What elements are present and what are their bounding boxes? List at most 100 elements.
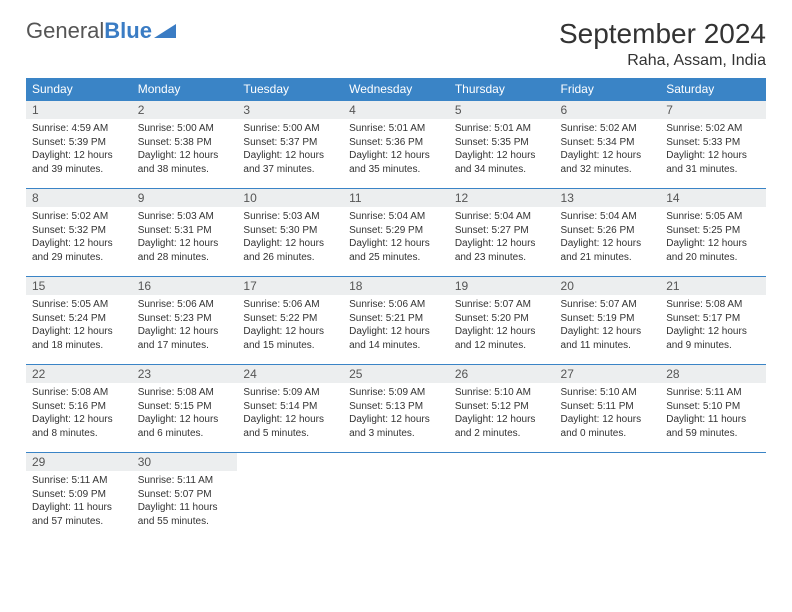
day-number: 30 bbox=[132, 453, 238, 471]
day-number: 20 bbox=[555, 277, 661, 295]
day-number: 24 bbox=[237, 365, 343, 383]
location: Raha, Assam, India bbox=[559, 52, 766, 70]
day-cell: 20Sunrise: 5:07 AMSunset: 5:19 PMDayligh… bbox=[555, 277, 661, 365]
day-info: Sunrise: 5:03 AMSunset: 5:31 PMDaylight:… bbox=[132, 207, 238, 270]
day-info: Sunrise: 5:02 AMSunset: 5:33 PMDaylight:… bbox=[660, 119, 766, 182]
day-cell: 17Sunrise: 5:06 AMSunset: 5:22 PMDayligh… bbox=[237, 277, 343, 365]
empty-cell bbox=[237, 453, 343, 541]
day-number: 2 bbox=[132, 101, 238, 119]
day-number: 25 bbox=[343, 365, 449, 383]
day-info: Sunrise: 5:11 AMSunset: 5:10 PMDaylight:… bbox=[660, 383, 766, 446]
calendar-body: 1Sunrise: 4:59 AMSunset: 5:39 PMDaylight… bbox=[26, 101, 766, 541]
day-number: 11 bbox=[343, 189, 449, 207]
calendar-week-row: 29Sunrise: 5:11 AMSunset: 5:09 PMDayligh… bbox=[26, 453, 766, 541]
day-info: Sunrise: 5:05 AMSunset: 5:24 PMDaylight:… bbox=[26, 295, 132, 358]
day-number: 6 bbox=[555, 101, 661, 119]
day-number: 12 bbox=[449, 189, 555, 207]
day-number: 21 bbox=[660, 277, 766, 295]
day-number: 4 bbox=[343, 101, 449, 119]
day-cell: 1Sunrise: 4:59 AMSunset: 5:39 PMDaylight… bbox=[26, 101, 132, 189]
day-cell: 11Sunrise: 5:04 AMSunset: 5:29 PMDayligh… bbox=[343, 189, 449, 277]
day-number: 3 bbox=[237, 101, 343, 119]
empty-cell bbox=[449, 453, 555, 541]
day-cell: 5Sunrise: 5:01 AMSunset: 5:35 PMDaylight… bbox=[449, 101, 555, 189]
day-number: 16 bbox=[132, 277, 238, 295]
logo-triangle-icon bbox=[154, 18, 176, 44]
day-cell: 30Sunrise: 5:11 AMSunset: 5:07 PMDayligh… bbox=[132, 453, 238, 541]
day-cell: 29Sunrise: 5:11 AMSunset: 5:09 PMDayligh… bbox=[26, 453, 132, 541]
day-info: Sunrise: 5:09 AMSunset: 5:14 PMDaylight:… bbox=[237, 383, 343, 446]
day-info: Sunrise: 5:09 AMSunset: 5:13 PMDaylight:… bbox=[343, 383, 449, 446]
day-number: 8 bbox=[26, 189, 132, 207]
day-cell: 4Sunrise: 5:01 AMSunset: 5:36 PMDaylight… bbox=[343, 101, 449, 189]
calendar-table: SundayMondayTuesdayWednesdayThursdayFrid… bbox=[26, 78, 766, 541]
day-cell: 19Sunrise: 5:07 AMSunset: 5:20 PMDayligh… bbox=[449, 277, 555, 365]
day-header: Tuesday bbox=[237, 78, 343, 101]
day-header: Sunday bbox=[26, 78, 132, 101]
day-info: Sunrise: 5:07 AMSunset: 5:20 PMDaylight:… bbox=[449, 295, 555, 358]
day-cell: 3Sunrise: 5:00 AMSunset: 5:37 PMDaylight… bbox=[237, 101, 343, 189]
day-header: Wednesday bbox=[343, 78, 449, 101]
day-number: 7 bbox=[660, 101, 766, 119]
day-info: Sunrise: 5:10 AMSunset: 5:11 PMDaylight:… bbox=[555, 383, 661, 446]
day-info: Sunrise: 5:01 AMSunset: 5:36 PMDaylight:… bbox=[343, 119, 449, 182]
day-info: Sunrise: 5:03 AMSunset: 5:30 PMDaylight:… bbox=[237, 207, 343, 270]
day-number: 13 bbox=[555, 189, 661, 207]
day-info: Sunrise: 5:02 AMSunset: 5:32 PMDaylight:… bbox=[26, 207, 132, 270]
day-cell: 10Sunrise: 5:03 AMSunset: 5:30 PMDayligh… bbox=[237, 189, 343, 277]
day-number: 14 bbox=[660, 189, 766, 207]
day-info: Sunrise: 5:05 AMSunset: 5:25 PMDaylight:… bbox=[660, 207, 766, 270]
day-cell: 2Sunrise: 5:00 AMSunset: 5:38 PMDaylight… bbox=[132, 101, 238, 189]
day-number: 29 bbox=[26, 453, 132, 471]
day-number: 10 bbox=[237, 189, 343, 207]
calendar-week-row: 1Sunrise: 4:59 AMSunset: 5:39 PMDaylight… bbox=[26, 101, 766, 189]
day-info: Sunrise: 4:59 AMSunset: 5:39 PMDaylight:… bbox=[26, 119, 132, 182]
day-info: Sunrise: 5:08 AMSunset: 5:17 PMDaylight:… bbox=[660, 295, 766, 358]
day-info: Sunrise: 5:07 AMSunset: 5:19 PMDaylight:… bbox=[555, 295, 661, 358]
day-number: 22 bbox=[26, 365, 132, 383]
header: GeneralBlue September 2024 Raha, Assam, … bbox=[26, 18, 766, 70]
day-header-row: SundayMondayTuesdayWednesdayThursdayFrid… bbox=[26, 78, 766, 101]
day-cell: 26Sunrise: 5:10 AMSunset: 5:12 PMDayligh… bbox=[449, 365, 555, 453]
day-number: 15 bbox=[26, 277, 132, 295]
day-info: Sunrise: 5:00 AMSunset: 5:38 PMDaylight:… bbox=[132, 119, 238, 182]
day-info: Sunrise: 5:11 AMSunset: 5:09 PMDaylight:… bbox=[26, 471, 132, 534]
day-cell: 12Sunrise: 5:04 AMSunset: 5:27 PMDayligh… bbox=[449, 189, 555, 277]
day-info: Sunrise: 5:08 AMSunset: 5:15 PMDaylight:… bbox=[132, 383, 238, 446]
day-cell: 16Sunrise: 5:06 AMSunset: 5:23 PMDayligh… bbox=[132, 277, 238, 365]
day-cell: 9Sunrise: 5:03 AMSunset: 5:31 PMDaylight… bbox=[132, 189, 238, 277]
day-header: Monday bbox=[132, 78, 238, 101]
day-info: Sunrise: 5:04 AMSunset: 5:27 PMDaylight:… bbox=[449, 207, 555, 270]
logo-text-blue: Blue bbox=[104, 18, 152, 44]
day-cell: 22Sunrise: 5:08 AMSunset: 5:16 PMDayligh… bbox=[26, 365, 132, 453]
day-info: Sunrise: 5:11 AMSunset: 5:07 PMDaylight:… bbox=[132, 471, 238, 534]
day-number: 28 bbox=[660, 365, 766, 383]
day-cell: 8Sunrise: 5:02 AMSunset: 5:32 PMDaylight… bbox=[26, 189, 132, 277]
day-header: Friday bbox=[555, 78, 661, 101]
day-number: 19 bbox=[449, 277, 555, 295]
title-block: September 2024 Raha, Assam, India bbox=[559, 18, 766, 70]
day-number: 18 bbox=[343, 277, 449, 295]
day-info: Sunrise: 5:04 AMSunset: 5:29 PMDaylight:… bbox=[343, 207, 449, 270]
day-number: 17 bbox=[237, 277, 343, 295]
day-number: 27 bbox=[555, 365, 661, 383]
empty-cell bbox=[343, 453, 449, 541]
day-info: Sunrise: 5:06 AMSunset: 5:22 PMDaylight:… bbox=[237, 295, 343, 358]
day-cell: 6Sunrise: 5:02 AMSunset: 5:34 PMDaylight… bbox=[555, 101, 661, 189]
day-info: Sunrise: 5:06 AMSunset: 5:23 PMDaylight:… bbox=[132, 295, 238, 358]
calendar-week-row: 8Sunrise: 5:02 AMSunset: 5:32 PMDaylight… bbox=[26, 189, 766, 277]
day-info: Sunrise: 5:06 AMSunset: 5:21 PMDaylight:… bbox=[343, 295, 449, 358]
day-cell: 23Sunrise: 5:08 AMSunset: 5:15 PMDayligh… bbox=[132, 365, 238, 453]
calendar-week-row: 15Sunrise: 5:05 AMSunset: 5:24 PMDayligh… bbox=[26, 277, 766, 365]
day-number: 5 bbox=[449, 101, 555, 119]
day-cell: 27Sunrise: 5:10 AMSunset: 5:11 PMDayligh… bbox=[555, 365, 661, 453]
day-info: Sunrise: 5:01 AMSunset: 5:35 PMDaylight:… bbox=[449, 119, 555, 182]
day-cell: 25Sunrise: 5:09 AMSunset: 5:13 PMDayligh… bbox=[343, 365, 449, 453]
day-header: Saturday bbox=[660, 78, 766, 101]
day-cell: 21Sunrise: 5:08 AMSunset: 5:17 PMDayligh… bbox=[660, 277, 766, 365]
day-cell: 7Sunrise: 5:02 AMSunset: 5:33 PMDaylight… bbox=[660, 101, 766, 189]
logo: GeneralBlue bbox=[26, 18, 176, 44]
day-number: 26 bbox=[449, 365, 555, 383]
empty-cell bbox=[660, 453, 766, 541]
logo-text-gray: General bbox=[26, 18, 104, 44]
